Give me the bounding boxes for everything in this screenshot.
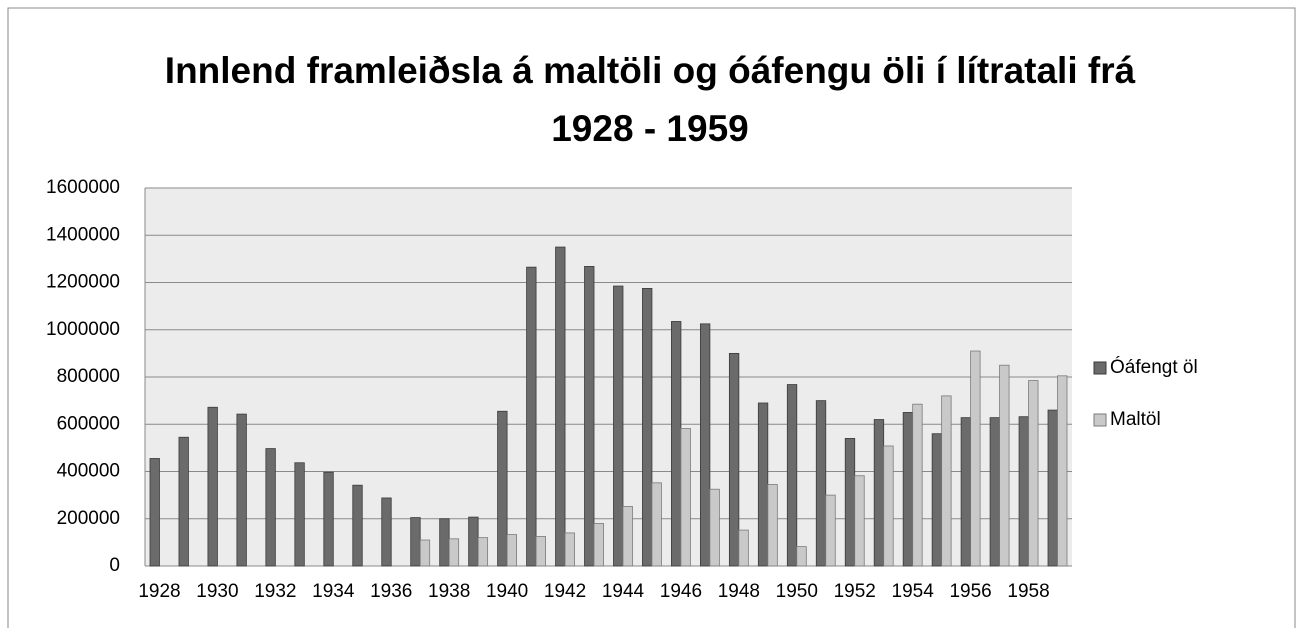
x-tick-label: 1940 bbox=[486, 581, 528, 602]
bar bbox=[873, 419, 885, 567]
bar bbox=[1057, 375, 1068, 567]
bar bbox=[680, 428, 691, 567]
bar bbox=[902, 412, 914, 567]
bar bbox=[825, 494, 836, 567]
bar bbox=[912, 403, 923, 567]
bar bbox=[149, 458, 160, 567]
legend-swatch bbox=[1093, 361, 1107, 375]
bar bbox=[352, 484, 363, 567]
bar bbox=[989, 417, 1000, 567]
y-tick-label: 800000 bbox=[57, 366, 120, 387]
bar bbox=[448, 538, 460, 567]
bar bbox=[757, 402, 769, 567]
bar bbox=[613, 285, 624, 567]
bar bbox=[439, 518, 450, 567]
bar bbox=[671, 321, 682, 567]
bar bbox=[236, 413, 247, 567]
bar bbox=[728, 352, 740, 567]
bar bbox=[526, 266, 537, 567]
bar bbox=[1047, 409, 1058, 567]
y-tick-label: 1000000 bbox=[46, 319, 120, 340]
bar bbox=[506, 534, 518, 567]
bar bbox=[1018, 416, 1029, 567]
legend-label: Maltöl bbox=[1110, 409, 1161, 430]
bar bbox=[854, 475, 865, 567]
bar bbox=[738, 529, 749, 567]
bar bbox=[883, 445, 894, 567]
bar bbox=[468, 516, 479, 567]
x-tick-label: 1958 bbox=[1007, 581, 1049, 602]
bar bbox=[477, 537, 489, 567]
legend-label: Óáfengt öl bbox=[1110, 356, 1198, 378]
y-tick-label: 200000 bbox=[57, 508, 120, 529]
bar bbox=[564, 532, 575, 567]
x-tick-label: 1952 bbox=[834, 581, 876, 602]
bar bbox=[207, 406, 218, 567]
bar bbox=[999, 364, 1010, 567]
y-tick-label: 1400000 bbox=[46, 224, 120, 245]
x-tick-label: 1928 bbox=[138, 581, 180, 602]
bar bbox=[699, 323, 711, 567]
bar bbox=[815, 400, 827, 567]
bar bbox=[381, 497, 392, 567]
bar bbox=[970, 350, 981, 567]
x-tick-label: 1936 bbox=[370, 581, 412, 602]
bar bbox=[844, 438, 856, 567]
bar bbox=[265, 448, 276, 567]
bar bbox=[941, 395, 952, 567]
bar bbox=[960, 417, 972, 567]
bar bbox=[419, 539, 431, 567]
x-tick-label: 1932 bbox=[254, 581, 296, 602]
x-tick-label: 1944 bbox=[602, 581, 645, 602]
y-tick-label: 1600000 bbox=[46, 177, 120, 198]
bar bbox=[593, 523, 604, 567]
chart-border bbox=[7, 7, 1296, 628]
bar bbox=[651, 482, 662, 567]
x-tick-label: 1948 bbox=[718, 581, 760, 602]
x-tick-label: 1938 bbox=[428, 581, 470, 602]
bar bbox=[410, 517, 421, 567]
x-tick-label: 1950 bbox=[776, 581, 818, 602]
bar bbox=[786, 384, 798, 567]
x-tick-label: 1954 bbox=[892, 581, 935, 602]
bar bbox=[931, 433, 943, 567]
y-tick-label: 400000 bbox=[57, 461, 120, 482]
bar bbox=[584, 266, 595, 567]
legend-swatch bbox=[1093, 413, 1107, 427]
bar bbox=[497, 410, 508, 567]
x-tick-label: 1934 bbox=[312, 581, 355, 602]
bar bbox=[535, 536, 546, 567]
bar bbox=[555, 246, 566, 567]
y-tick-label: 600000 bbox=[57, 413, 120, 434]
y-tick-label: 0 bbox=[109, 555, 120, 576]
bar bbox=[642, 288, 653, 567]
bar bbox=[709, 488, 720, 567]
x-tick-label: 1946 bbox=[660, 581, 702, 602]
bar bbox=[294, 462, 305, 567]
bar bbox=[323, 471, 334, 567]
chart-title: Innlend framleiðsla á maltöli og óáfengu… bbox=[164, 50, 1136, 149]
bar bbox=[767, 484, 778, 567]
x-tick-label: 1956 bbox=[949, 581, 991, 602]
bar bbox=[622, 506, 633, 567]
x-tick-label: 1930 bbox=[196, 581, 238, 602]
bar bbox=[178, 436, 189, 567]
bar bbox=[796, 546, 807, 567]
y-tick-label: 1200000 bbox=[46, 272, 120, 293]
bar bbox=[1028, 380, 1039, 567]
x-tick-label: 1942 bbox=[544, 581, 586, 602]
